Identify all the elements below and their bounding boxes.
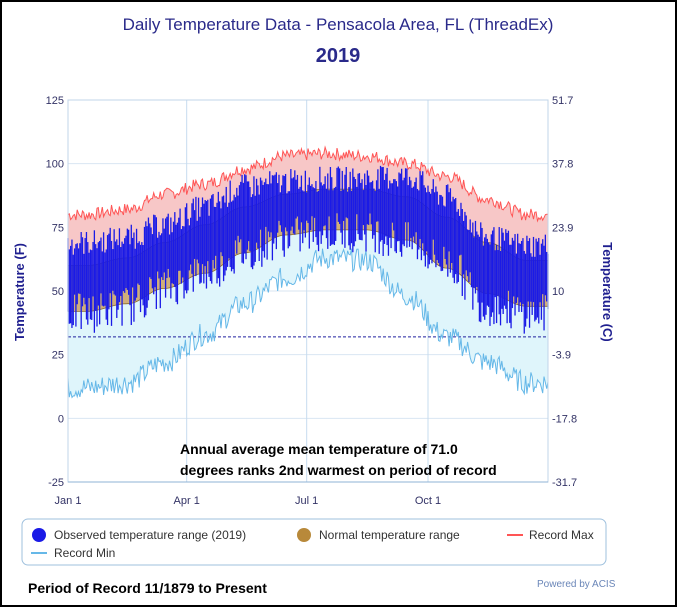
legend-item-record-max[interactable]: Record Max xyxy=(507,528,594,542)
legend-marker-normal xyxy=(297,528,311,542)
period-of-record: Period of Record 11/1879 to Present xyxy=(28,580,267,596)
y-tick-label-right: -3.9 xyxy=(552,350,571,362)
y-tick-label-left: 125 xyxy=(46,95,64,107)
y-tick-label-right: -17.8 xyxy=(552,413,577,425)
legend-label-normal: Normal temperature range xyxy=(319,528,460,542)
y-tick-label-right: -31.7 xyxy=(552,477,577,489)
powered-by-credit[interactable]: Powered by ACIS xyxy=(537,579,616,590)
legend-label-observed: Observed temperature range (2019) xyxy=(54,528,246,542)
axis-layer: 125 51.7 100 37.8 75 23.9 50 10 25 -3.9 0 -17.8 -25 -… xyxy=(46,95,577,507)
x-tick-label: Jan 1 xyxy=(55,495,82,507)
record-min-band xyxy=(68,229,548,398)
observed-range-bars xyxy=(67,165,549,334)
annotation-line-2: degrees ranks 2nd warmest on period of r… xyxy=(180,462,497,478)
y-tick-label-right: 37.8 xyxy=(552,159,573,171)
x-tick-label: Apr 1 xyxy=(174,495,200,507)
y-tick-label-left: 0 xyxy=(58,413,64,425)
legend-item-observed[interactable]: Observed temperature range (2019) xyxy=(32,528,246,542)
legend-marker-observed xyxy=(32,528,46,542)
chart-subtitle: 2019 xyxy=(316,45,361,67)
y-tick-label-right: 23.9 xyxy=(552,222,573,234)
line-layer xyxy=(67,145,549,399)
y-tick-label-left: 100 xyxy=(46,159,64,171)
x-tick-label: Oct 1 xyxy=(415,495,441,507)
legend: Observed temperature range (2019) Normal… xyxy=(21,518,607,566)
y-tick-label-left: 25 xyxy=(52,350,64,362)
x-tick-label: Jul 1 xyxy=(295,495,318,507)
y-tick-label-left: 75 xyxy=(52,222,64,234)
legend-item-record-min[interactable]: Record Min xyxy=(31,546,115,560)
y-axis-right-title: Temperature (C) xyxy=(600,242,615,341)
annotation-line-1: Annual average mean temperature of 71.0 xyxy=(180,441,458,457)
record-max-line xyxy=(67,145,548,223)
chart-title: Daily Temperature Data - Pensacola Area,… xyxy=(123,15,554,34)
y-tick-label-left: 50 xyxy=(52,286,64,298)
y-tick-label-left: -25 xyxy=(48,477,64,489)
legend-label-record-min: Record Min xyxy=(54,546,115,560)
record-min-line xyxy=(67,248,549,399)
record-max-band xyxy=(68,147,548,266)
y-tick-label-right: 51.7 xyxy=(552,95,573,107)
legend-label-record-max: Record Max xyxy=(529,528,594,542)
y-tick-label-right: 10 xyxy=(552,286,564,298)
y-axis-left-title: Temperature (F) xyxy=(12,243,27,341)
legend-item-normal[interactable]: Normal temperature range xyxy=(297,528,460,542)
